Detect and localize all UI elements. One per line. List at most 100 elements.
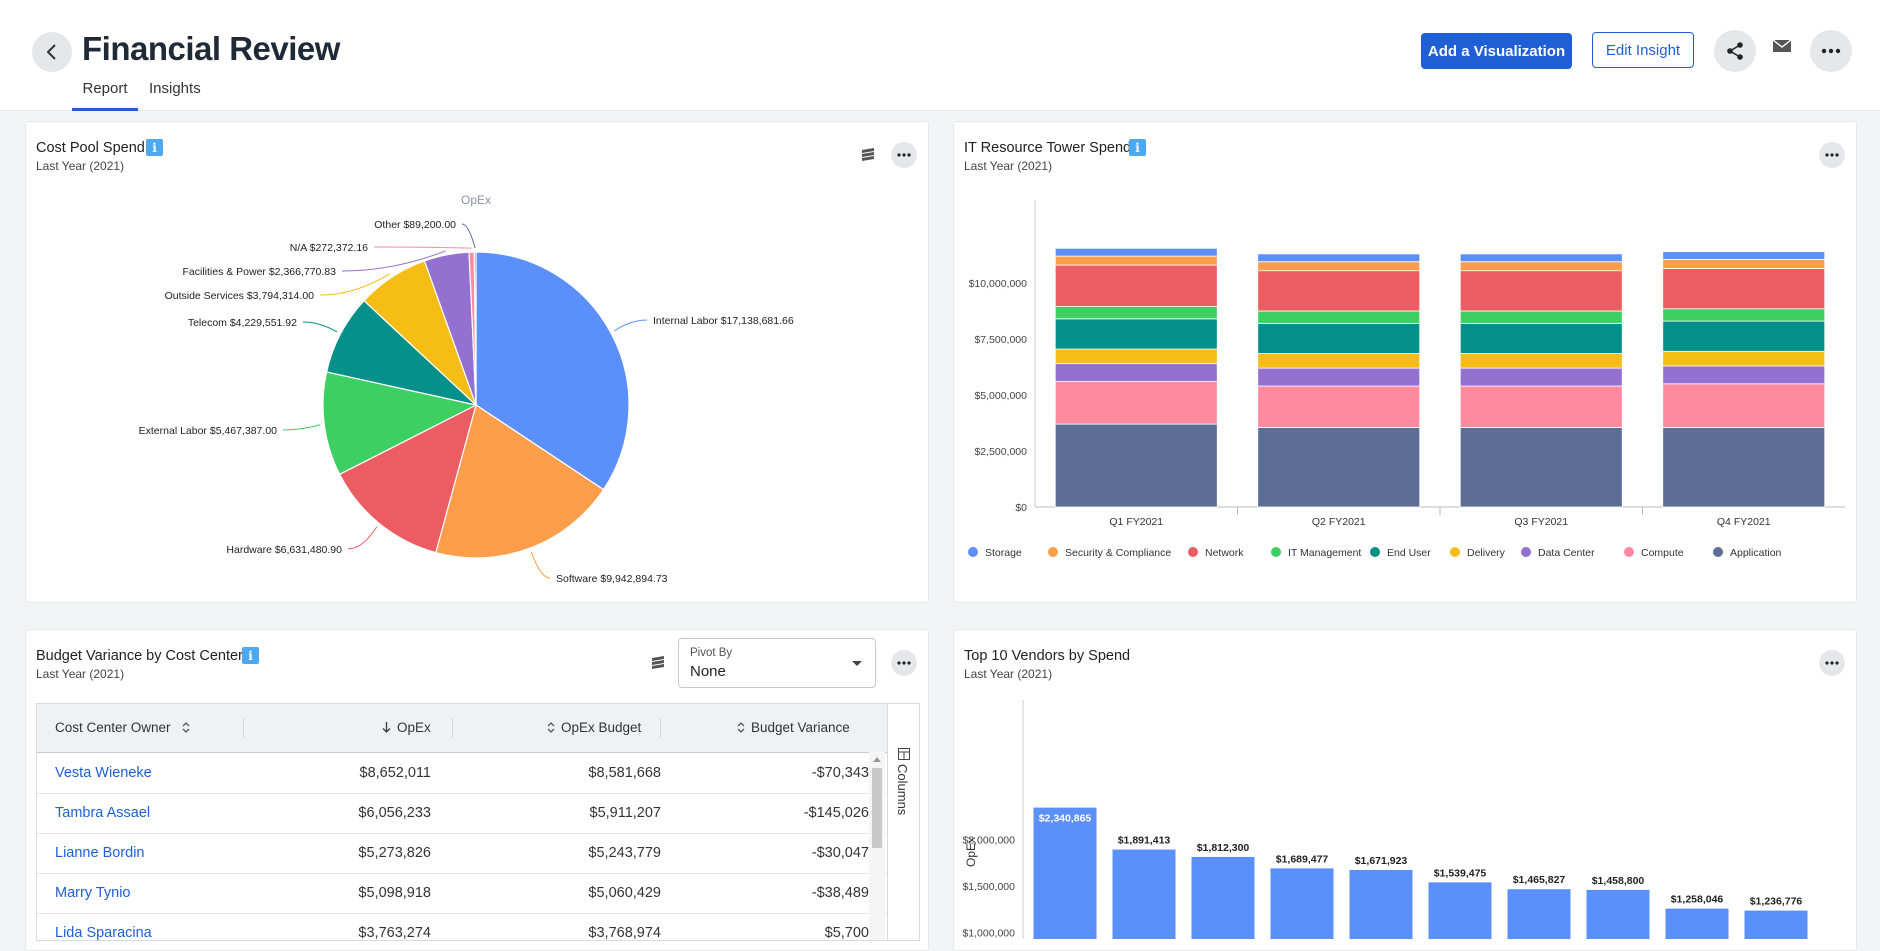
cell-opex: $5,098,918	[358, 885, 431, 901]
stacked-bar-segment[interactable]	[1257, 427, 1421, 508]
scroll-up-icon[interactable]	[873, 756, 881, 762]
pie-slice[interactable]	[435, 404, 605, 559]
stacked-bar-segment[interactable]	[1662, 259, 1826, 269]
stacked-bar-segment[interactable]	[1662, 427, 1826, 508]
tab-insights[interactable]: Insights	[149, 80, 201, 97]
vendor-bar[interactable]	[1191, 856, 1255, 939]
cell-owner[interactable]: Marry Tynio	[55, 885, 131, 901]
legend-item[interactable]: Storage	[968, 547, 1022, 559]
stacked-bar-segment[interactable]	[1459, 367, 1623, 387]
cell-owner[interactable]: Lianne Bordin	[55, 845, 145, 861]
pie-leader-line	[319, 273, 390, 296]
legend-item[interactable]: Data Center	[1521, 547, 1595, 559]
vendor-bar[interactable]	[1112, 849, 1176, 939]
header-budget-variance[interactable]: Budget Variance	[737, 720, 850, 735]
legend-swatch	[1521, 547, 1531, 557]
cell-owner[interactable]: Lida Sparacina	[55, 925, 152, 941]
stacked-bar-segment[interactable]	[1257, 253, 1421, 263]
scrollbar-thumb[interactable]	[872, 768, 882, 848]
stacked-bar-segment[interactable]	[1054, 264, 1218, 307]
stacked-bar-segment[interactable]	[1054, 306, 1218, 320]
vendor-bar[interactable]	[1586, 889, 1650, 939]
x-tick-label: Q2 FY2021	[1312, 516, 1366, 528]
layers-icon[interactable]	[860, 147, 876, 163]
pie-slice[interactable]	[473, 251, 477, 406]
stacked-bar-segment[interactable]	[1257, 385, 1421, 428]
stacked-bar-segment[interactable]	[1662, 365, 1826, 385]
stacked-bar-segment[interactable]	[1054, 381, 1218, 425]
more-options-button[interactable]	[1810, 30, 1852, 72]
stacked-bar-segment[interactable]	[1257, 310, 1421, 324]
stacked-bar-segment[interactable]	[1459, 253, 1623, 263]
legend-item[interactable]: End User	[1370, 547, 1431, 559]
stacked-bar-segment[interactable]	[1257, 322, 1421, 354]
pivot-by-select[interactable]: Pivot By None	[678, 638, 876, 688]
header-opex[interactable]: OpEx	[382, 720, 431, 735]
table-row[interactable]: Vesta Wieneke $8,652,011 $8,581,668 -$70…	[37, 753, 887, 794]
pie-slice[interactable]	[322, 371, 478, 476]
legend-item[interactable]: Application	[1713, 547, 1782, 559]
cell-owner[interactable]: Vesta Wieneke	[55, 765, 152, 781]
stacked-bar-segment[interactable]	[1054, 255, 1218, 266]
stacked-bar-segment[interactable]	[1054, 423, 1218, 508]
table-row[interactable]: Lianne Bordin $5,273,826 $5,243,779 -$30…	[37, 833, 887, 874]
vendors-more-button[interactable]	[1819, 650, 1845, 676]
stacked-bar-segment[interactable]	[1459, 385, 1623, 428]
stacked-bar-segment[interactable]	[1257, 353, 1421, 369]
vendor-bar[interactable]	[1270, 868, 1334, 939]
tab-report[interactable]: Report	[72, 80, 138, 111]
header-cost-center-owner[interactable]: Cost Center Owner	[55, 720, 190, 735]
edit-insight-button[interactable]: Edit Insight	[1592, 32, 1694, 68]
table-scrollbar[interactable]	[869, 752, 885, 940]
vendor-bar[interactable]	[1744, 910, 1808, 939]
cell-owner[interactable]: Tambra Assael	[55, 805, 151, 821]
vendor-bar[interactable]	[1349, 870, 1413, 939]
table-row[interactable]: Marry Tynio $5,098,918 $5,060,429 -$38,4…	[37, 873, 887, 914]
stacked-bar-segment[interactable]	[1662, 320, 1826, 352]
vendor-bar[interactable]	[1507, 889, 1571, 939]
stacked-bar-segment[interactable]	[1459, 322, 1623, 354]
stacked-bar-segment[interactable]	[1459, 261, 1623, 272]
share-button[interactable]	[1714, 30, 1756, 72]
legend-item[interactable]: Network	[1188, 547, 1244, 559]
legend-item[interactable]: Delivery	[1450, 547, 1506, 559]
stacked-bar-segment[interactable]	[1459, 270, 1623, 312]
stacked-bar-segment[interactable]	[1459, 427, 1623, 508]
vendor-bar[interactable]	[1033, 807, 1097, 939]
header-opex-budget[interactable]: OpEx Budget	[547, 720, 641, 735]
table-row[interactable]: Tambra Assael $6,056,233 $5,911,207 -$14…	[37, 793, 887, 834]
pie-slice[interactable]	[338, 403, 477, 554]
legend-item[interactable]: IT Management	[1271, 547, 1361, 559]
stacked-bar-segment[interactable]	[1257, 261, 1421, 272]
stacked-bar-segment[interactable]	[1054, 318, 1218, 350]
stacked-bar-segment[interactable]	[1662, 308, 1826, 322]
stacked-bar-segment[interactable]	[1054, 247, 1218, 257]
stacked-bar-segment[interactable]	[1662, 383, 1826, 428]
stacked-bar-segment[interactable]	[1459, 353, 1623, 369]
stacked-bar-segment[interactable]	[1662, 350, 1826, 367]
info-icon[interactable]: i	[242, 647, 259, 664]
stacked-bar-segment[interactable]	[1662, 251, 1826, 260]
legend-item[interactable]: Compute	[1624, 547, 1684, 559]
cost-pool-more-button[interactable]	[891, 142, 917, 168]
columns-panel-toggle[interactable]: Columns	[887, 704, 919, 940]
y-tick-label: $5,000,000	[974, 390, 1027, 402]
layers-icon[interactable]	[650, 655, 666, 671]
add-visualization-button[interactable]: Add a Visualization	[1421, 33, 1572, 69]
email-button[interactable]	[1772, 38, 1792, 59]
legend-item[interactable]: Security & Compliance	[1048, 547, 1171, 559]
it-tower-more-button[interactable]	[1819, 142, 1845, 168]
stacked-bar-segment[interactable]	[1459, 310, 1623, 324]
vendor-bar[interactable]	[1428, 882, 1492, 939]
vendor-bar[interactable]	[1665, 908, 1729, 939]
info-icon[interactable]: i	[146, 139, 163, 156]
info-icon[interactable]: i	[1129, 139, 1146, 156]
stacked-bar-segment[interactable]	[1054, 348, 1218, 365]
stacked-bar-segment[interactable]	[1662, 268, 1826, 310]
table-row[interactable]: Lida Sparacina $3,763,274 $3,768,974 $5,…	[37, 913, 887, 941]
stacked-bar-segment[interactable]	[1257, 270, 1421, 312]
stacked-bar-segment[interactable]	[1054, 363, 1218, 382]
stacked-bar-segment[interactable]	[1257, 367, 1421, 387]
budget-more-button[interactable]	[891, 650, 917, 676]
back-button[interactable]	[32, 32, 72, 72]
